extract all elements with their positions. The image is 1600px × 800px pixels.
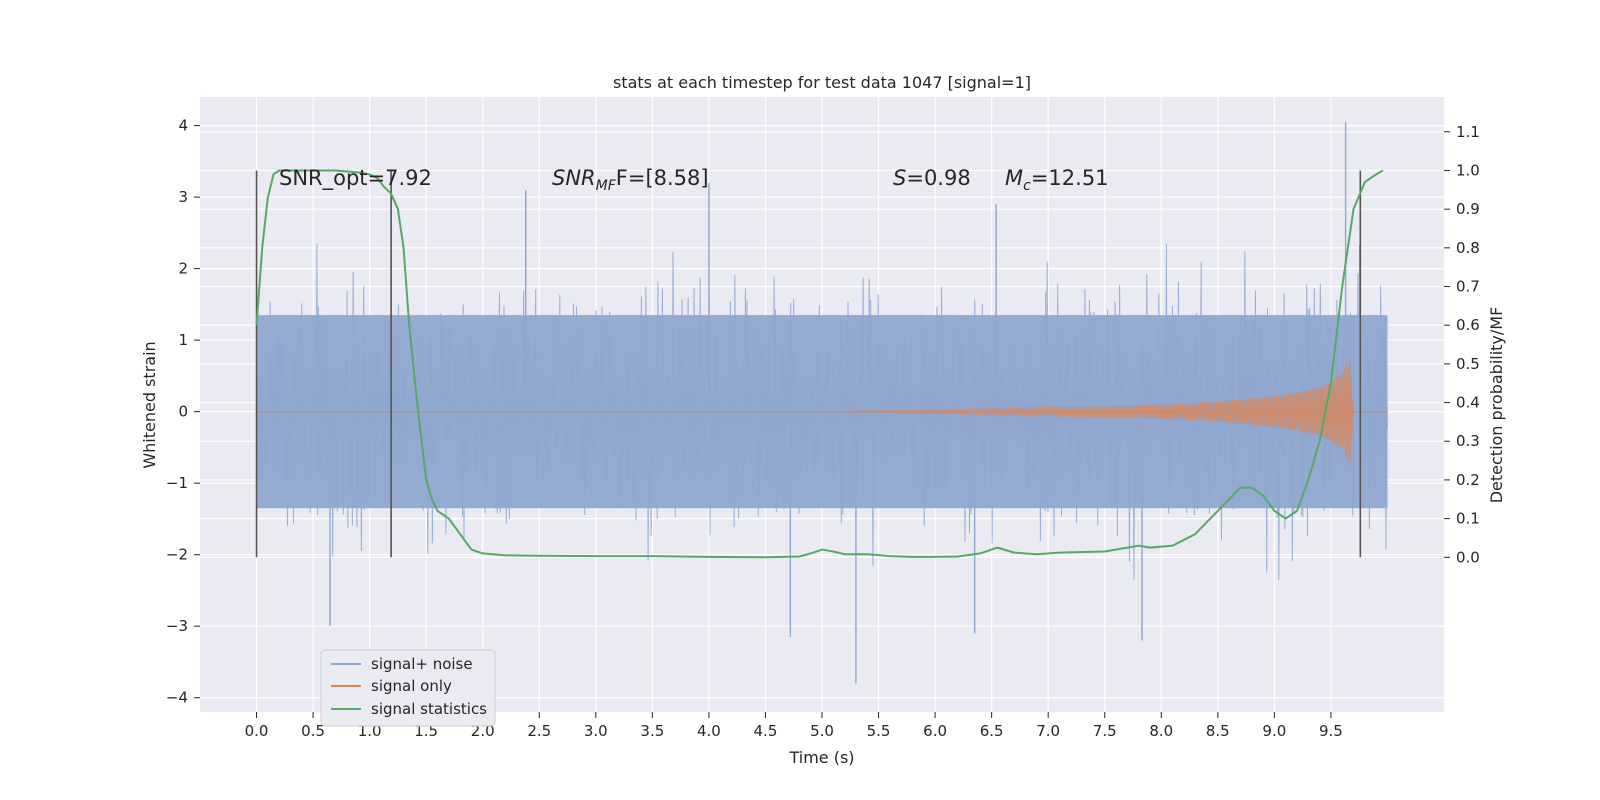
x-axis-title: Time (s) [788,748,854,767]
snr-mf-sub: MF [596,178,617,194]
x-tick-label: 6.0 [923,722,947,740]
signal-series [256,359,1388,463]
x-tick-label: 6.5 [980,722,1004,740]
y-tick-label: 4 [178,117,188,135]
s-tail: =0.98 [906,166,970,190]
snr-mf-tail: F=[8.58] [616,166,709,190]
signal-chirp [822,359,1360,463]
y-axis-left: 4 3 2 1 0 −1 −2 −3 −4 [166,117,200,707]
y-tick-label: −4 [166,689,188,707]
y-tick-label: 2 [178,260,188,278]
y2-tick-label: 0.3 [1456,432,1480,450]
y2-tick-label: 0.9 [1456,200,1480,218]
y2-tick-label: 0.8 [1456,239,1480,257]
snr-mf-annotation: SNRMFF=[8.58] [552,166,709,194]
x-tick-label: 4.0 [697,722,721,740]
x-tick-label: 2.5 [527,722,551,740]
x-tick-label: 8.0 [1149,722,1173,740]
snr-opt-annotation: SNR_opt=7.92 [279,166,432,191]
snr-mf-main: SNR [552,166,596,190]
s-main: S [893,166,906,190]
y-axis-right: 1.1 1.0 0.9 0.8 0.7 0.6 0.5 0.4 0.3 0.2 0.1 0.0 [1444,123,1480,566]
legend-box [320,649,496,727]
y-tick-label: 0 [178,403,188,421]
x-tick-label: 9.0 [1262,722,1286,740]
y2-axis-title: Detection probability/MF [1487,307,1506,504]
y-axis-title: Whitened strain [140,341,159,468]
x-tick-label: 0.5 [301,722,325,740]
y2-tick-label: 1.0 [1456,161,1480,179]
x-tick-label: 5.5 [867,722,891,740]
y2-tick-label: 0.2 [1456,471,1480,489]
stats-series [255,169,1384,559]
mc-sub: c [1023,178,1031,194]
x-tick-label: 7.5 [1093,722,1117,740]
vertical-markers [255,170,1362,558]
x-tick-label: 9.5 [1319,722,1343,740]
y2-tick-label: 0.6 [1456,316,1480,334]
x-tick-label: 0.0 [245,722,269,740]
chart-title: stats at each timestep for test data 104… [613,73,1031,92]
legend: signal+ noise signal only signal statist… [320,649,496,727]
y-tick-label: −3 [166,617,188,635]
x-tick-label: 3.5 [640,722,664,740]
y-tick-label: 3 [178,188,188,206]
y2-tick-label: 0.1 [1456,510,1480,528]
x-tick-label: 3.0 [584,722,608,740]
x-tick-label: 7.0 [1036,722,1060,740]
legend-label-signal: signal only [371,677,452,695]
mc-annotation: Mc=12.51 [1005,166,1109,194]
y2-tick-label: 1.1 [1456,123,1480,141]
y2-tick-label: 0.7 [1456,278,1480,296]
y-tick-label: 1 [178,331,188,349]
mc-main: M [1005,166,1023,190]
x-tick-label: 4.5 [754,722,778,740]
y-tick-label: −2 [166,546,188,564]
y2-tick-label: 0.5 [1456,355,1480,373]
legend-label-noise: signal+ noise [371,655,473,673]
y2-tick-label: 0.0 [1456,548,1480,566]
x-tick-label: 8.5 [1206,722,1230,740]
s-annotation: S=0.98 [893,166,971,190]
y-tick-label: −1 [166,474,188,492]
y2-tick-label: 0.4 [1456,394,1480,412]
x-tick-label: 5.0 [810,722,834,740]
mc-tail: =12.51 [1031,166,1109,190]
legend-label-stats: signal statistics [371,700,487,718]
stats-line [255,169,1384,559]
